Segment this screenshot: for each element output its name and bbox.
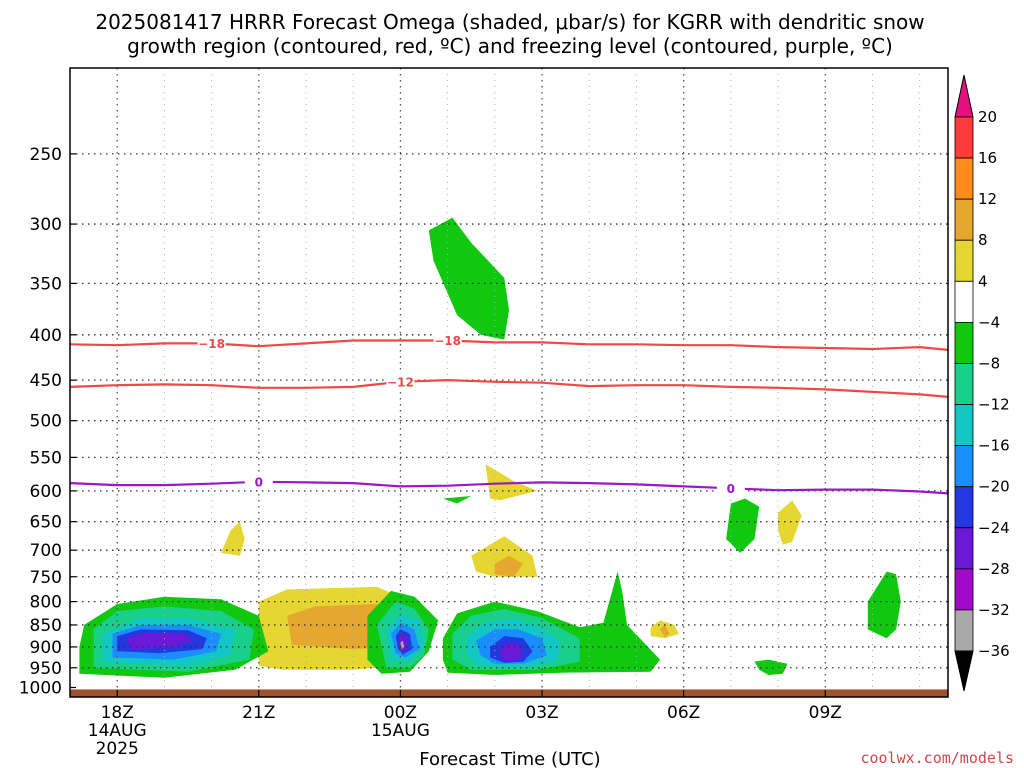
- omega-region-0: [428, 217, 509, 340]
- contour-label-bg: [433, 332, 462, 349]
- y-tick-label-450: 450: [30, 371, 62, 391]
- colorbar-label: 12: [978, 190, 997, 208]
- y-tick-label-600: 600: [30, 482, 62, 502]
- omega-region-12: [287, 604, 391, 650]
- omega-region-18: [126, 633, 193, 650]
- contour-line--12: [69, 379, 949, 398]
- x-tick-label-06Z: 06Z: [667, 703, 700, 723]
- contour-label--18: −18: [434, 334, 461, 348]
- colorbar-swatch: [954, 363, 974, 405]
- contour-label-bg: [716, 480, 745, 497]
- temperature-contours: −18 −18 −12 0 0: [69, 332, 949, 497]
- colorbar-label: −36: [978, 642, 1010, 660]
- y-tick-label-250: 250: [30, 145, 62, 165]
- colorbar-bottom-arrow: [954, 650, 974, 692]
- below-ground-surface: [70, 689, 948, 697]
- plot-gridlines: [70, 68, 948, 690]
- omega-shaded-regions: [79, 217, 901, 678]
- chart-title-line-1: 2025081417 HRRR Forecast Omega (shaded, …: [95, 10, 924, 34]
- colorbar-swatch: [954, 527, 974, 570]
- y-tick-label-800: 800: [30, 593, 62, 613]
- colorbar-label: −8: [978, 354, 1000, 372]
- x-tick-label-00Z: 00Z: [384, 703, 417, 723]
- colorbar-label: 8: [978, 231, 988, 249]
- omega-region-8: [867, 571, 901, 639]
- colorbar-swatch: [954, 116, 974, 159]
- contour-label-bg: [244, 473, 273, 490]
- omega-region-32: [754, 659, 788, 675]
- y-tick-label-650: 650: [30, 513, 62, 533]
- omega-colorbar-legend: 20 16 12 8 4 −4 −8 −12 −16 −20 −24 −28 −32 −36: [954, 74, 1010, 692]
- omega-region-10: [660, 624, 670, 638]
- colorbar-swatch: [954, 486, 974, 529]
- contour-label-bg: [197, 335, 226, 352]
- omega-region-31: [499, 642, 524, 662]
- omega-region-7: [494, 555, 524, 577]
- colorbar-swatch: [954, 280, 974, 323]
- omega-region-2: [442, 496, 472, 504]
- chart-title-line-2: growth region (contoured, red, ºC) and f…: [127, 34, 893, 58]
- colorbar-label: −32: [978, 601, 1010, 619]
- plot-frame: [69, 67, 949, 698]
- x-tick-label-18Z: 18Z: [101, 703, 134, 723]
- colorbar-label: 16: [978, 149, 997, 167]
- x-tick-label-21Z: 21Z: [242, 703, 275, 723]
- colorbar-swatch: [954, 157, 974, 200]
- contour-label-0: 0: [727, 482, 735, 496]
- y-tick-label-850: 850: [30, 616, 62, 636]
- colorbar-swatch: [954, 568, 974, 611]
- colorbar-label: −28: [978, 560, 1010, 578]
- contour-label-bg: [386, 373, 415, 390]
- colorbar-swatch: [954, 198, 974, 241]
- colorbar-label: −24: [978, 519, 1010, 537]
- colorbar-top-arrow: [954, 74, 974, 118]
- omega-region-3: [221, 521, 245, 556]
- x-tick-sublabel: 14AUG: [88, 721, 147, 741]
- colorbar-label: −20: [978, 478, 1010, 496]
- y-tick-label-350: 350: [30, 274, 62, 294]
- x-axis-title: Forecast Time (UTC): [419, 749, 600, 768]
- contour-label--18: −18: [198, 337, 225, 351]
- colorbar-label: 4: [978, 272, 988, 290]
- contour-label-0: 0: [255, 475, 263, 489]
- colorbar-label: 20: [978, 108, 997, 126]
- y-tick-label-700: 700: [30, 541, 62, 561]
- y-tick-label-400: 400: [30, 326, 62, 346]
- y-tick-label-550: 550: [30, 448, 62, 468]
- colorbar-swatch: [954, 239, 974, 282]
- colorbar-swatch: [954, 609, 974, 652]
- colorbar-label: −12: [978, 396, 1010, 414]
- colorbar-swatch: [954, 321, 974, 364]
- colorbar-swatch: [954, 404, 974, 447]
- x-tick-sublabel: 2025: [96, 739, 139, 759]
- x-tick-label-09Z: 09Z: [809, 703, 842, 723]
- colorbar-label: −4: [978, 313, 1000, 331]
- y-tick-label-950: 950: [30, 659, 62, 679]
- omega-region-4: [726, 498, 760, 553]
- y-tick-label-750: 750: [30, 568, 62, 588]
- contour-line-0: [69, 480, 949, 495]
- x-tick-label-03Z: 03Z: [525, 703, 558, 723]
- y-tick-label-900: 900: [30, 638, 62, 658]
- credit-link[interactable]: coolwx.com/models: [860, 749, 1014, 767]
- y-tick-label-1000: 1000: [19, 678, 62, 698]
- x-tick-sublabel: 15AUG: [371, 721, 430, 741]
- y-tick-label-500: 500: [30, 412, 62, 432]
- contour-label--12: −12: [387, 375, 414, 389]
- colorbar-swatch: [954, 445, 974, 488]
- y-tick-label-300: 300: [30, 215, 62, 235]
- omega-region-5: [778, 500, 802, 545]
- colorbar-label: −16: [978, 437, 1010, 455]
